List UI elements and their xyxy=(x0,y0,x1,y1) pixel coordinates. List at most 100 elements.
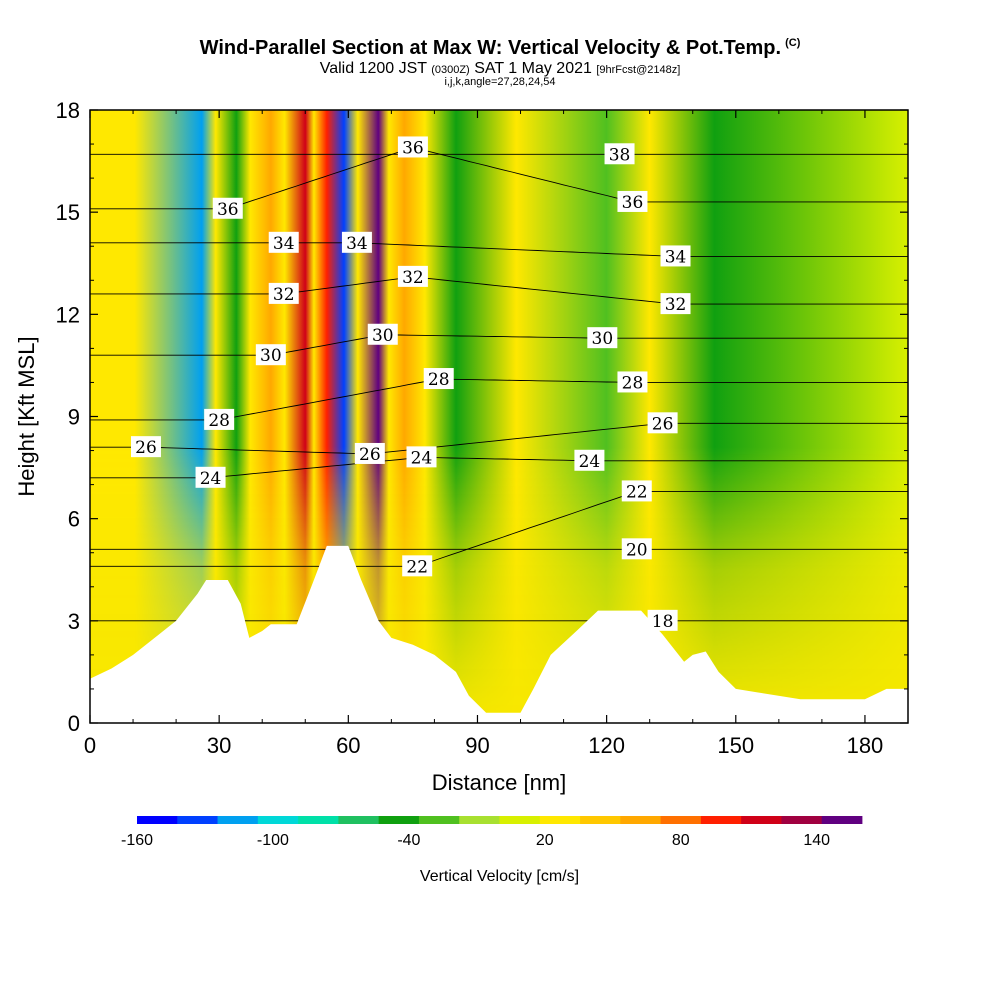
colorbar-tick-label: 20 xyxy=(536,832,554,849)
y-axis-title: Height [Kft MSL] xyxy=(14,336,39,496)
theta-label: 30 xyxy=(260,346,282,366)
y-tick-label: 12 xyxy=(56,302,80,327)
title-text: Wind-Parallel Section at Max W: Vertical… xyxy=(199,37,782,59)
theta-label: 20 xyxy=(626,540,648,560)
colorbar-tick-label: -40 xyxy=(397,832,420,849)
y-tick-label: 0 xyxy=(68,711,80,736)
theta-label-box xyxy=(604,143,635,165)
colorbar-tick-label: 80 xyxy=(672,832,690,849)
theta-label: 34 xyxy=(273,234,295,254)
theta-label-box xyxy=(621,480,652,502)
theta-label-box xyxy=(617,371,648,393)
theta-label: 24 xyxy=(579,452,601,472)
theta-contour-32 xyxy=(90,276,908,305)
theta-label: 22 xyxy=(406,557,428,577)
x-tick-label: 60 xyxy=(336,733,360,758)
colorbar-swatch xyxy=(700,816,742,824)
colorbar-swatch xyxy=(781,816,823,824)
theta-label: 32 xyxy=(665,295,687,315)
theta-label: 24 xyxy=(200,469,222,489)
colorbar-tick-label: 140 xyxy=(803,832,830,849)
plot-area: 36 34 34 36 32 32 30 30 28 28 26 26 24 24 22 38 36 34 32 30… xyxy=(90,110,908,723)
colorbar-swatch xyxy=(580,816,621,824)
chart-subtitle: Valid 1200 JST (0300Z) SAT 1 May 2021 [9… xyxy=(0,60,1000,78)
theta-label-box xyxy=(268,231,299,253)
terrain xyxy=(90,545,908,723)
theta-label-box xyxy=(367,323,398,345)
theta-label: 32 xyxy=(273,285,295,305)
theta-label: 36 xyxy=(622,193,644,213)
theta-label: 26 xyxy=(135,438,157,458)
theta-contour-30 xyxy=(90,334,908,356)
colorbar-tick-label: -160 xyxy=(121,832,153,849)
theta-label: 24 xyxy=(411,448,433,468)
x-tick-label: 30 xyxy=(207,733,231,758)
theta-label-box xyxy=(268,282,299,304)
x-tick-label: 150 xyxy=(717,733,754,758)
colorbar: -160 -100 -40 20 80 140 Vertical Velocity [cm/… xyxy=(121,816,863,885)
y-tick-label: 3 xyxy=(68,609,80,634)
theta-label: 28 xyxy=(428,370,450,390)
theta-label-box xyxy=(212,197,243,219)
theta-label: 26 xyxy=(359,445,381,465)
x-tick-label: 180 xyxy=(847,733,884,758)
theta-label: 34 xyxy=(665,247,687,267)
theta-label: 28 xyxy=(622,373,644,393)
theta-label: 36 xyxy=(217,200,239,220)
theta-contour-22 xyxy=(90,490,908,567)
colorbar-swatch xyxy=(821,816,863,824)
colorbar-swatch xyxy=(459,816,500,824)
theta-label: 18 xyxy=(652,612,674,632)
colorbar-swatch xyxy=(217,816,259,824)
x-axis-title: Distance [nm] xyxy=(432,770,567,795)
theta-label: 30 xyxy=(372,326,394,346)
section-params: i,j,k,angle=27,28,24,54 xyxy=(444,76,556,88)
theta-contour-34 xyxy=(90,242,908,257)
theta-label-box xyxy=(195,466,226,488)
theta-label-box xyxy=(397,265,428,287)
colorbar-swatch xyxy=(257,816,299,824)
y-tick-label: 18 xyxy=(56,98,80,123)
x-tick-label: 120 xyxy=(588,733,625,758)
theta-label-box xyxy=(617,190,648,212)
axis-labels: Distance [nm] Height [Kft MSL] xyxy=(14,336,566,795)
theta-label-box xyxy=(204,408,235,430)
theta-label-box xyxy=(341,231,372,253)
x-tick-label: 90 xyxy=(465,733,489,758)
theta-label: 38 xyxy=(609,145,631,165)
theta-contour-24 xyxy=(90,457,908,479)
theta-label-box xyxy=(423,368,454,390)
colorbar-swatch xyxy=(378,816,420,824)
theta-contour-26 xyxy=(90,422,908,455)
theta-label-box xyxy=(397,136,428,158)
copyright-mark: (C) xyxy=(785,37,801,50)
colorbar-swatch xyxy=(418,816,460,824)
theta-label-box xyxy=(130,436,161,458)
y-tick-label: 9 xyxy=(68,405,80,430)
theta-label-box xyxy=(660,293,691,315)
colorbar-swatch xyxy=(620,816,662,824)
theta-label-box xyxy=(574,449,605,471)
theta-label-box xyxy=(621,538,652,560)
chart-title: Wind-Parallel Section at Max W: Vertical… xyxy=(0,37,1000,60)
theta-label: 34 xyxy=(346,234,368,254)
colorbar-swatch xyxy=(499,816,541,824)
y-tick-label: 6 xyxy=(68,507,80,532)
theta-label-box xyxy=(406,446,437,468)
theta-label: 22 xyxy=(626,482,648,502)
colorbar-tick-label: -100 xyxy=(257,832,289,849)
colorbar-swatch xyxy=(741,816,782,824)
theta-label: 32 xyxy=(402,268,424,288)
colorbar-swatch xyxy=(660,816,702,824)
theta-label-box xyxy=(587,327,618,349)
theta-label: 26 xyxy=(652,414,674,434)
forecast-info: [9hrFcst@2148z] xyxy=(596,64,681,76)
theta-labels: 36 34 34 36 32 32 30 30 28 28 26 26 24 24 22 38 36 34 32 30… xyxy=(130,136,691,632)
colorbar-swatch xyxy=(177,816,218,824)
colorbar-title: Vertical Velocity [cm/s] xyxy=(420,868,579,885)
theta-label: 36 xyxy=(402,138,424,158)
theta-label-box xyxy=(647,609,678,631)
colorbar-swatch xyxy=(298,816,339,824)
